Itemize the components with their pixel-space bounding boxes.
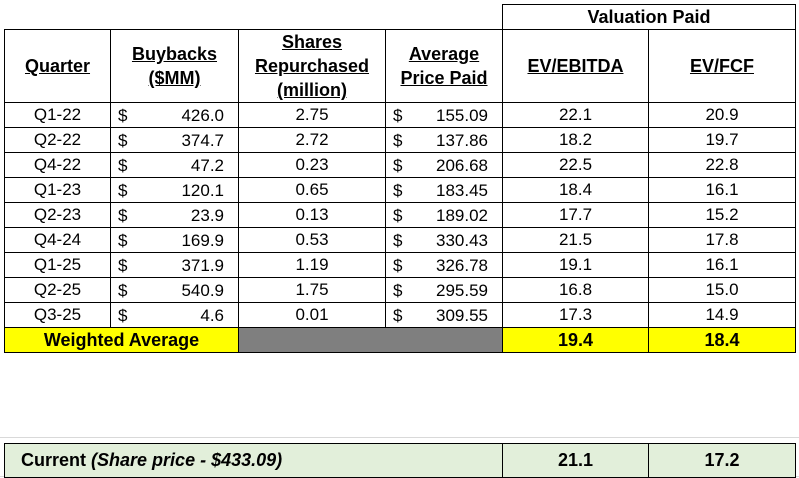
ev-fcf-cell[interactable]: 14.9: [648, 302, 796, 328]
wa-ev-ebitda-cell[interactable]: 19.4: [502, 327, 649, 353]
avg-price-cell[interactable]: $330.43: [385, 227, 503, 253]
quarter-cell[interactable]: Q4-24: [4, 227, 111, 253]
current-ev-fcf-cell[interactable]: 17.2: [648, 443, 796, 478]
ev-fcf-cell[interactable]: 15.0: [648, 277, 796, 303]
group-header-row: Valuation Paid: [5, 4, 796, 30]
table-row: Q1-22 $426.0 2.75 $155.09 22.1 20.9: [4, 102, 796, 128]
avg-price-cell[interactable]: $295.59: [385, 277, 503, 303]
ev-fcf-cell[interactable]: 15.2: [648, 202, 796, 228]
ev-fcf-cell[interactable]: 19.7: [648, 127, 796, 153]
ev-fcf-cell[interactable]: 20.9: [648, 102, 796, 128]
buybacks-header[interactable]: Buybacks ($MM): [110, 29, 239, 103]
quarter-cell[interactable]: Q4-22: [4, 152, 111, 178]
shares-cell[interactable]: 0.65: [238, 177, 386, 203]
quarter-cell[interactable]: Q2-25: [4, 277, 111, 303]
current-ev-ebitda-cell[interactable]: 21.1: [502, 443, 649, 478]
quarter-cell[interactable]: Q2-23: [4, 202, 111, 228]
avg-price-cell[interactable]: $206.68: [385, 152, 503, 178]
quarter-cell[interactable]: Q1-25: [4, 252, 111, 278]
buybacks-cell[interactable]: $23.9: [110, 202, 239, 228]
buyback-table: Valuation Paid Quarter Buybacks ($MM) Sha…: [4, 4, 796, 353]
ev-ebitda-header[interactable]: EV/EBITDA: [502, 29, 649, 103]
quarter-cell[interactable]: Q1-22: [4, 102, 111, 128]
buybacks-cell[interactable]: $371.9: [110, 252, 239, 278]
table-row: Q2-23 $23.9 0.13 $189.02 17.7 15.2: [4, 202, 796, 228]
shares-cell[interactable]: 1.19: [238, 252, 386, 278]
ev-fcf-header[interactable]: EV/FCF: [648, 29, 796, 103]
ev-ebitda-cell[interactable]: 19.1: [502, 252, 649, 278]
share-price-note: (Share price - $433.09): [91, 450, 283, 470]
buybacks-cell[interactable]: $426.0: [110, 102, 239, 128]
ev-ebitda-cell[interactable]: 21.5: [502, 227, 649, 253]
avg-price-cell[interactable]: $137.86: [385, 127, 503, 153]
avg-price-cell[interactable]: $309.55: [385, 302, 503, 328]
shares-cell[interactable]: 0.01: [238, 302, 386, 328]
ev-fcf-cell[interactable]: 16.1: [648, 252, 796, 278]
column-header-row: Quarter Buybacks ($MM) Shares Repurchased(…: [4, 29, 796, 103]
table-row: Q4-22 $47.2 0.23 $206.68 22.5 22.8: [4, 152, 796, 178]
current-label-cell[interactable]: Current (Share price - $433.09): [4, 443, 503, 478]
buybacks-cell[interactable]: $169.9: [110, 227, 239, 253]
ev-ebitda-cell[interactable]: 18.4: [502, 177, 649, 203]
ev-fcf-cell[interactable]: 16.1: [648, 177, 796, 203]
weighted-average-row: Weighted Average 19.4 18.4: [4, 327, 796, 353]
shares-header[interactable]: Shares Repurchased (million): [238, 29, 386, 103]
ev-ebitda-cell[interactable]: 16.8: [502, 277, 649, 303]
quarter-cell[interactable]: Q1-23: [4, 177, 111, 203]
shares-cell[interactable]: 0.13: [238, 202, 386, 228]
avg-price-header[interactable]: Average Price Paid: [385, 29, 503, 103]
buybacks-cell[interactable]: $374.7: [110, 127, 239, 153]
ev-fcf-cell[interactable]: 17.8: [648, 227, 796, 253]
ev-fcf-cell[interactable]: 22.8: [648, 152, 796, 178]
table-row: Q1-25 $371.9 1.19 $326.78 19.1 16.1: [4, 252, 796, 278]
table-row: Q1-23 $120.1 0.65 $183.45 18.4 16.1: [4, 177, 796, 203]
ev-ebitda-cell[interactable]: 17.3: [502, 302, 649, 328]
valuation-paid-header[interactable]: Valuation Paid: [502, 4, 796, 30]
ev-ebitda-cell[interactable]: 22.1: [502, 102, 649, 128]
shares-cell[interactable]: 0.53: [238, 227, 386, 253]
wa-ev-fcf-cell[interactable]: 18.4: [648, 327, 796, 353]
shares-cell[interactable]: 0.23: [238, 152, 386, 178]
buybacks-cell[interactable]: $4.6: [110, 302, 239, 328]
shares-cell[interactable]: 2.72: [238, 127, 386, 153]
table-row: Q2-22 $374.7 2.72 $137.86 18.2 19.7: [4, 127, 796, 153]
shares-cell[interactable]: 1.75: [238, 277, 386, 303]
ev-ebitda-cell[interactable]: 22.5: [502, 152, 649, 178]
avg-price-cell[interactable]: $183.45: [385, 177, 503, 203]
avg-price-cell[interactable]: $189.02: [385, 202, 503, 228]
buybacks-cell[interactable]: $120.1: [110, 177, 239, 203]
table-row: Q2-25 $540.9 1.75 $295.59 16.8 15.0: [4, 277, 796, 303]
current-row: Current (Share price - $433.09) 21.1 17.…: [4, 443, 796, 478]
table-row: Q3-25 $4.6 0.01 $309.55 17.3 14.9: [4, 302, 796, 328]
quarter-header[interactable]: Quarter: [4, 29, 111, 103]
weighted-average-label[interactable]: Weighted Average: [4, 327, 239, 353]
avg-price-cell[interactable]: $326.78: [385, 252, 503, 278]
table-row: Q4-24 $169.9 0.53 $330.43 21.5 17.8: [4, 227, 796, 253]
buybacks-cell[interactable]: $540.9: [110, 277, 239, 303]
quarter-cell[interactable]: Q3-25: [4, 302, 111, 328]
empty-gray-cell[interactable]: [238, 327, 503, 353]
shares-cell[interactable]: 2.75: [238, 102, 386, 128]
ev-ebitda-cell[interactable]: 17.7: [502, 202, 649, 228]
quarter-cell[interactable]: Q2-22: [4, 127, 111, 153]
buybacks-cell[interactable]: $47.2: [110, 152, 239, 178]
current-label: Current: [21, 450, 87, 470]
current-valuation-table: Current (Share price - $433.09) 21.1 17.…: [4, 443, 796, 478]
avg-price-cell[interactable]: $155.09: [385, 102, 503, 128]
ev-ebitda-cell[interactable]: 18.2: [502, 127, 649, 153]
